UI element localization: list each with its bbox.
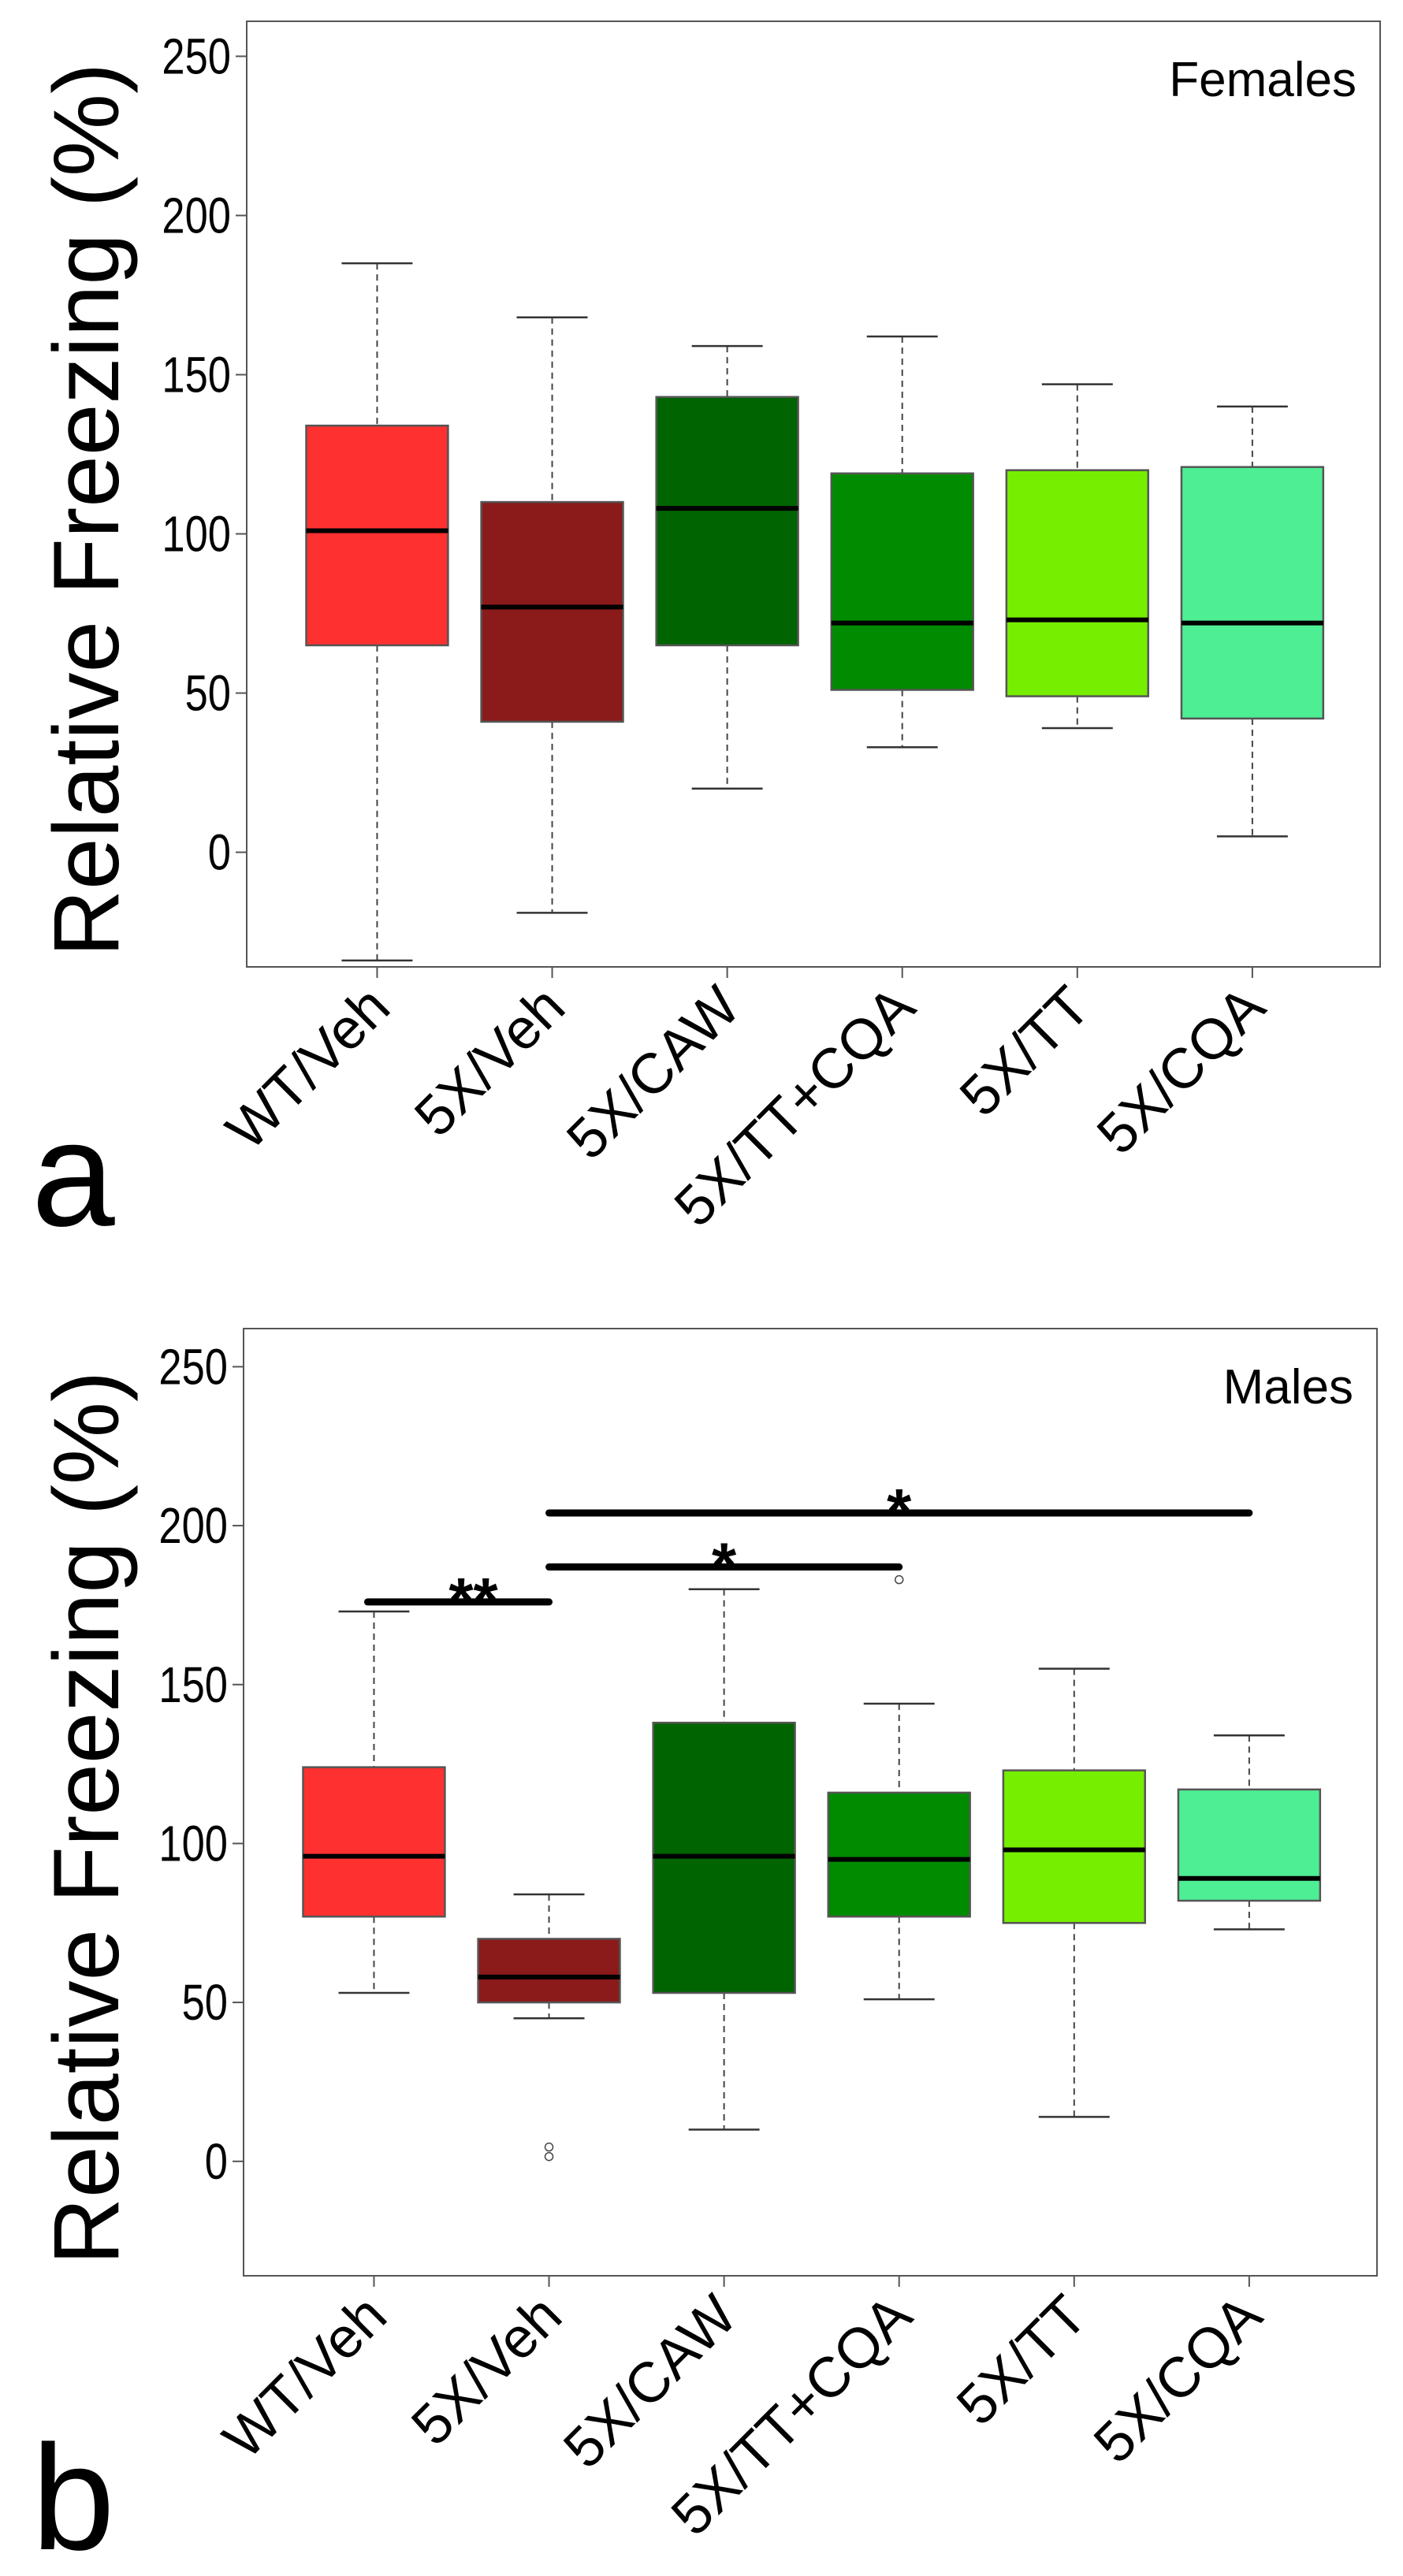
box-5X/TT	[1005, 383, 1149, 730]
box-body	[1002, 1769, 1146, 1924]
box-body	[305, 424, 449, 647]
box-body	[655, 396, 799, 647]
outlier-point	[544, 2151, 554, 2162]
box-body	[1005, 469, 1149, 697]
box-body	[1180, 466, 1325, 720]
y-tick-label: 0	[208, 825, 231, 881]
box-5X/TT	[1002, 1667, 1146, 2118]
x-tick-label: 5X/CQA	[1082, 2284, 1274, 2475]
y-axis-label: Relative Freezing (%)	[35, 1371, 139, 2265]
y-tick-label: 0	[205, 2134, 228, 2190]
box-body	[480, 500, 624, 723]
significance-label: *	[712, 1530, 737, 1600]
box-5X/CQA	[1177, 1734, 1322, 1931]
plot-frame	[243, 1328, 1378, 2277]
plot-frame	[246, 20, 1381, 968]
y-tick-label: 50	[182, 1975, 228, 2031]
outlier-point	[544, 2142, 554, 2152]
box-5X/Veh	[477, 1893, 621, 2162]
y-tick-label: 150	[162, 348, 231, 403]
x-tick-label: WT/Veh	[211, 2284, 399, 2471]
y-axis-label: Relative Freezing (%)	[35, 63, 139, 957]
panel-a: 0 50 100 150 200 250 Relative Freezing (%) Fema…	[32, 20, 1381, 1258]
x-tick-label: 5X/TT	[948, 975, 1102, 1128]
box-5X/CAW	[655, 344, 799, 790]
y-tick-label: 50	[185, 666, 231, 722]
panel-letter: b	[32, 2414, 115, 2576]
box-5X/CQA	[1180, 405, 1325, 838]
y-tick-label: 200	[162, 188, 231, 244]
panel-title: Females	[1169, 53, 1356, 107]
box-body	[1177, 1788, 1322, 1902]
x-tick-label: 5X/Veh	[403, 975, 577, 1149]
box-WT/Veh	[302, 1610, 446, 1994]
box-5X/TT+CQA	[827, 1574, 971, 2001]
significance-label: **	[448, 1565, 498, 1635]
box-body	[302, 1766, 446, 1918]
box-5X/CAW	[652, 1588, 796, 2131]
x-tick-label: WT/Veh	[214, 975, 402, 1162]
box-body	[477, 1938, 621, 2004]
y-tick-label: 250	[162, 29, 231, 85]
box-5X/TT+CQA	[830, 335, 974, 749]
box-WT/Veh	[305, 262, 449, 962]
box-5X/Veh	[480, 316, 624, 914]
box-body	[827, 1791, 971, 1918]
panel-b: 0 50 100 150 200 250 Relative Freezing (%) Male…	[32, 1328, 1378, 2576]
y-tick-label: 200	[158, 1498, 228, 1554]
y-tick-label: 250	[158, 1340, 228, 1396]
y-tick-label: 100	[158, 1816, 228, 1872]
outlier-point	[894, 1574, 904, 1585]
box-body	[830, 472, 974, 691]
panel-title: Males	[1223, 1360, 1353, 1414]
x-tick-label: 5X/Veh	[400, 2284, 574, 2458]
x-tick-label: 5X/CQA	[1085, 975, 1277, 1166]
panel-letter: a	[32, 1091, 115, 1258]
x-tick-label: 5X/TT	[945, 2284, 1099, 2437]
y-tick-label: 150	[158, 1657, 228, 1713]
y-tick-label: 100	[162, 507, 231, 563]
significance-label: *	[887, 1476, 912, 1546]
